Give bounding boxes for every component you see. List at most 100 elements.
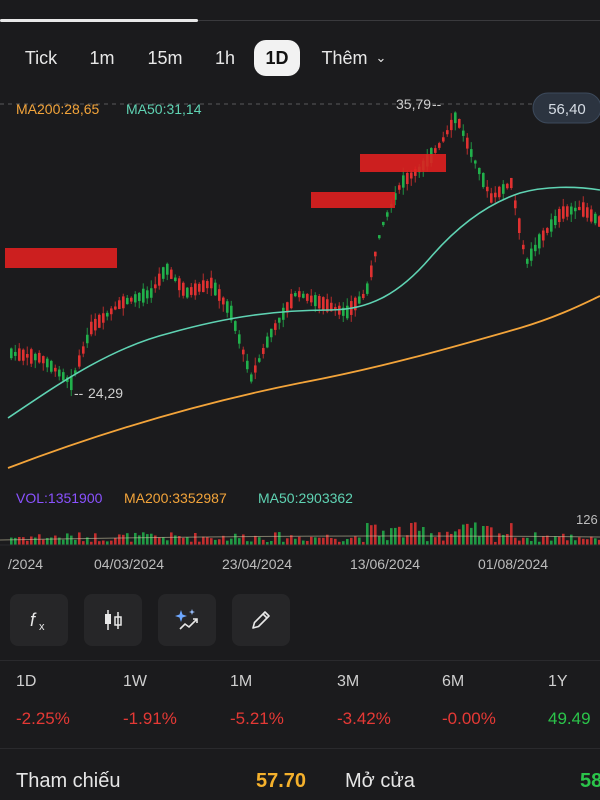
candle-body	[26, 354, 29, 358]
volume-bar	[346, 538, 349, 545]
price-badge-value: 56,40	[548, 101, 586, 118]
candle-body	[86, 334, 89, 344]
candle-body	[358, 296, 361, 304]
price-chart[interactable]: MA200:28,65 MA50:31,14 56,40 35,79 -- --…	[0, 88, 600, 578]
volume-bar	[370, 525, 373, 545]
volume-bar	[442, 540, 445, 545]
date-label-1: 04/03/2024	[94, 556, 164, 572]
candle-body	[530, 248, 533, 261]
tab-1d[interactable]: 1D	[254, 40, 300, 76]
volume-bar	[218, 539, 221, 545]
volume-bar	[142, 532, 145, 545]
candle-body	[382, 221, 385, 226]
volume-bar	[534, 532, 537, 545]
vol-ma50-label: MA50:2903362	[258, 490, 353, 506]
volume-bar	[562, 533, 565, 545]
candle-body	[210, 277, 213, 289]
candle-body	[506, 183, 509, 189]
period-value-6m: -0.00%	[442, 709, 496, 728]
candle-body	[414, 169, 417, 176]
candle-body	[494, 192, 497, 198]
candle-body	[30, 349, 33, 364]
candle-body	[190, 287, 193, 295]
tab-1m[interactable]: 1m	[89, 48, 115, 68]
candle-body	[258, 358, 261, 362]
candle-body	[178, 278, 181, 291]
candle-body	[282, 307, 285, 320]
volume-bar	[134, 532, 137, 545]
volume-bar	[122, 534, 125, 545]
redaction-mark-1	[5, 248, 117, 268]
volume-bar	[154, 535, 157, 545]
candle-body	[498, 186, 501, 198]
volume-bar	[382, 530, 385, 545]
top-progress-bar	[0, 0, 600, 22]
vol-edge-label: 126	[576, 512, 598, 527]
volume-bar	[374, 524, 377, 545]
candle-body	[490, 193, 493, 203]
candle-body	[578, 206, 581, 211]
volume-bar	[582, 538, 585, 545]
volume-bar	[106, 541, 109, 545]
candle-body	[234, 321, 237, 331]
volume-bar	[294, 538, 297, 545]
candle-body	[310, 295, 313, 303]
volume-bar	[482, 526, 485, 545]
volume-bar	[230, 538, 233, 545]
tab-tick[interactable]: Tick	[24, 48, 58, 68]
volume-bar	[198, 541, 201, 545]
volume-bar	[434, 537, 437, 545]
volume-bar	[194, 532, 197, 545]
sparkle-chart-icon	[175, 609, 198, 630]
candle-body	[594, 213, 597, 224]
candle-body	[306, 293, 309, 301]
volume-bar	[594, 538, 597, 545]
period-label-1d: 1D	[16, 673, 37, 690]
candle-body	[194, 283, 197, 296]
candle-body	[242, 349, 245, 355]
ai-analysis-button[interactable]	[158, 594, 216, 646]
volume-bar	[174, 535, 177, 545]
candle-body	[510, 177, 513, 189]
indicator-button[interactable]: f x	[10, 594, 68, 646]
progress-fill	[0, 19, 198, 22]
volume-bar	[86, 537, 89, 545]
chart-type-button[interactable]	[84, 594, 142, 646]
volume-bar	[362, 541, 365, 545]
tab-15m[interactable]: 15m	[147, 48, 183, 68]
candle-body	[122, 296, 125, 309]
candle-body	[570, 206, 573, 215]
volume-bar	[554, 536, 557, 545]
volume-bar	[226, 540, 229, 545]
candle-body	[146, 290, 149, 299]
svg-text:x: x	[39, 621, 45, 633]
volume-bar	[566, 540, 569, 545]
candle-body	[94, 318, 97, 331]
date-label-0: /2024	[8, 556, 43, 572]
tab-more[interactable]: Thêm ⌄	[312, 40, 396, 76]
candle-body	[130, 297, 133, 302]
volume-bar	[438, 532, 441, 545]
candle-body	[38, 352, 41, 363]
volume-bar	[282, 541, 285, 545]
candle-body	[378, 235, 381, 239]
candle-body	[566, 206, 569, 217]
volume-bar	[278, 532, 281, 545]
volume-bar	[110, 540, 113, 545]
draw-button[interactable]	[232, 594, 290, 646]
volume-bar	[18, 537, 21, 545]
candle-body	[126, 297, 129, 305]
candle-body	[434, 148, 437, 153]
candle-body	[138, 292, 141, 302]
candle-body	[182, 282, 185, 296]
volume-ma-line	[0, 535, 600, 541]
candle-body	[550, 219, 553, 232]
candle-body	[366, 283, 369, 294]
volume-bar	[114, 537, 117, 545]
candle-body	[466, 137, 469, 149]
candle-body	[150, 288, 153, 298]
candle-body	[546, 228, 549, 233]
volume-bar	[402, 537, 405, 545]
volume-bar	[486, 525, 489, 545]
tab-1h[interactable]: 1h	[214, 48, 236, 68]
